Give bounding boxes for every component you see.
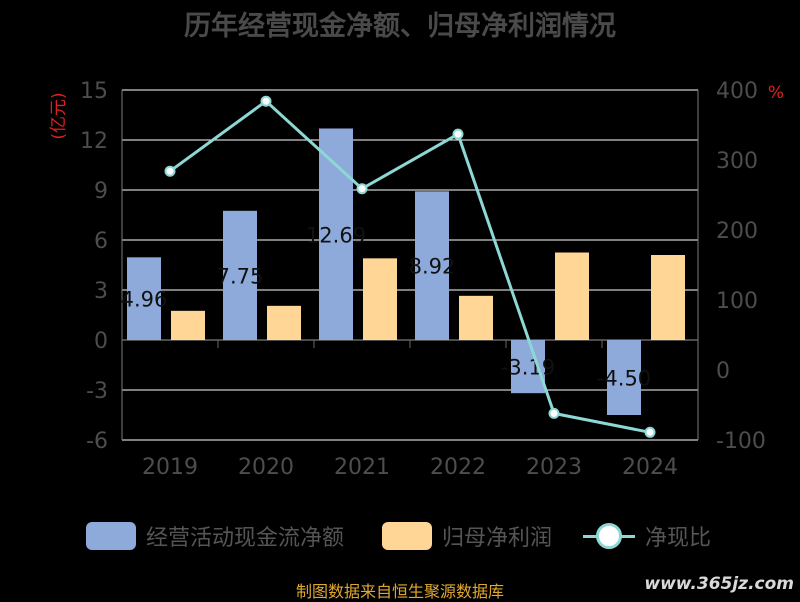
line-point-cash-ratio: [644, 426, 656, 438]
bar-data-label: 7.75: [217, 264, 264, 288]
bar-net-profit: [555, 252, 589, 340]
bar-net-profit: [267, 305, 301, 340]
legend-item-net-profit[interactable]: 归母净利润: [382, 518, 552, 554]
y-left-axis-title: (亿元): [49, 92, 69, 139]
legend-item-operating-cash-flow[interactable]: 经营活动现金流净额: [86, 518, 344, 554]
bar-operating-cash-flow: [415, 191, 449, 340]
x-tick-label: 2024: [622, 455, 678, 480]
y-left-tick-label: -3: [86, 379, 108, 404]
x-tick-label: 2020: [238, 455, 294, 480]
y-right-tick-label: 400: [716, 79, 758, 104]
y-left-tick-label: 0: [94, 329, 108, 354]
legend-label-operating-cash-flow: 经营活动现金流净额: [146, 526, 345, 551]
legend-swatch-operating-cash-flow: [86, 522, 136, 550]
bar-net-profit: [459, 295, 493, 340]
legend-label-cash-ratio: 净现比: [645, 526, 712, 551]
y-right-tick-label: 100: [716, 289, 758, 314]
bar-net-profit: [363, 258, 397, 340]
y-right-tick-label: 0: [716, 359, 730, 384]
y-left-tick-label: 12: [80, 129, 108, 154]
bar-data-label: 8.92: [409, 255, 456, 279]
y-left-tick-label: 6: [94, 229, 108, 254]
bar-operating-cash-flow: [223, 210, 257, 340]
x-tick-label: 2023: [526, 455, 582, 480]
watermark: www.365jz.com: [644, 574, 794, 594]
y-left-tick-label: 3: [94, 279, 108, 304]
y-left-tick-label: 15: [80, 79, 108, 104]
line-cash-ratio: [169, 99, 651, 434]
bar-operating-cash-flow: [607, 340, 641, 415]
bar-operating-cash-flow: [127, 257, 161, 340]
bar-net-profit: [171, 310, 205, 340]
y-right-tick-label: 300: [716, 149, 758, 174]
line-point-cash-ratio: [452, 128, 464, 140]
bar-data-label: -4.50: [597, 367, 651, 391]
y-right-axis-title: %: [768, 83, 784, 103]
bar-data-label: 12.69: [306, 223, 366, 247]
x-tick-label: 2022: [430, 455, 486, 480]
bar-net-profit: [651, 255, 685, 340]
bar-data-label: -3.19: [501, 356, 555, 380]
y-right-tick-label: -100: [716, 429, 766, 454]
source-note: 制图数据来自恒生聚源数据库: [295, 582, 504, 601]
line-point-cash-ratio: [164, 165, 176, 177]
y-right-tick-label: 200: [716, 219, 758, 244]
line-point-cash-ratio: [260, 95, 272, 107]
x-tick-label: 2021: [334, 455, 390, 480]
bar-data-label: 4.96: [121, 288, 168, 312]
legend-line-marker-icon: [583, 522, 635, 550]
chart-title: 历年经营现金净额、归母净利润情况: [184, 11, 616, 42]
legend-swatch-net-profit: [382, 522, 432, 550]
legend-label-net-profit: 归母净利润: [442, 526, 553, 551]
line-point-cash-ratio: [548, 407, 560, 419]
legend-item-cash-ratio[interactable]: 净现比: [583, 518, 711, 554]
x-tick-label: 2019: [142, 455, 198, 480]
y-left-tick-label: 9: [94, 179, 108, 204]
y-left-tick-label: -6: [86, 429, 108, 454]
chart-legend: 经营活动现金流净额 归母净利润 净现比: [0, 518, 800, 554]
line-point-cash-ratio: [356, 183, 368, 195]
